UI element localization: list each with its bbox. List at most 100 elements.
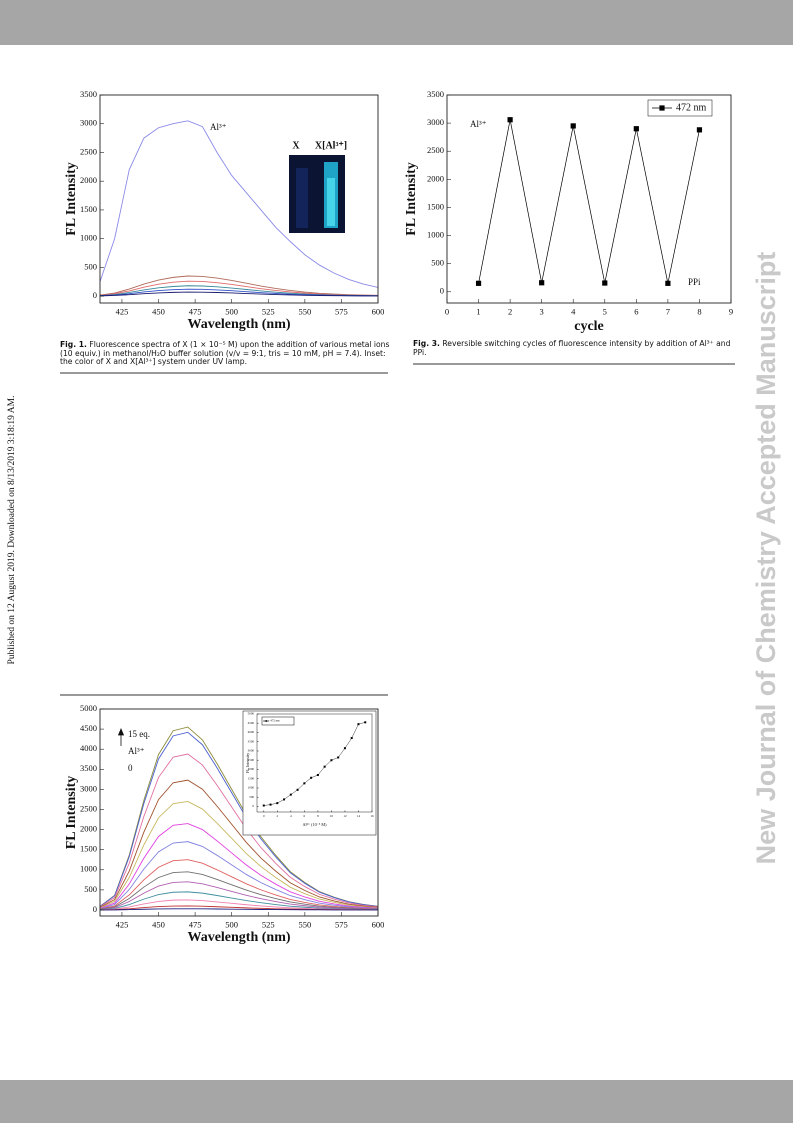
annotation: 15 eq.: [128, 729, 150, 739]
legend-marker: [659, 105, 665, 111]
inset-frame: [242, 710, 377, 836]
y-tick-label: 0: [93, 290, 97, 300]
y-tick-label: 5000: [80, 703, 97, 713]
y-tick-label: 500: [84, 884, 97, 894]
series-line: [99, 731, 379, 907]
inset-label: X: [292, 140, 300, 151]
x-tick-label: 10: [330, 814, 334, 818]
series-line: [99, 841, 379, 910]
x-tick-label: 9: [729, 306, 733, 316]
x-tick-label: 7: [666, 306, 670, 316]
series-line: [99, 891, 379, 911]
x-tick-label: 475: [189, 306, 202, 316]
y-tick-label: 4500: [80, 723, 97, 733]
caption-label: Fig. 3.: [413, 339, 440, 348]
y-tick-label: 4000: [248, 730, 255, 734]
marker: [633, 126, 639, 132]
y-tick-label: 2500: [80, 803, 97, 813]
legend-box: [647, 99, 713, 117]
caption-text: Reversible switching cycles of fluoresce…: [413, 339, 731, 357]
footer-bar: [0, 1080, 793, 1123]
chart: 0 500 1000 1500 2000 2500 3000 3500 425 450 475 500…: [64, 89, 384, 332]
legend-label: 472 nm: [270, 719, 280, 723]
series-line: [99, 779, 379, 908]
x-tick-label: 12: [343, 814, 347, 818]
marker: [276, 802, 279, 805]
y-tick-label: 3500: [80, 763, 97, 773]
series-line: [99, 908, 378, 911]
vial-left: [296, 168, 308, 228]
y-tick-label: 3000: [80, 118, 97, 128]
x-tick-label: 8: [317, 814, 319, 818]
x-tick-label: 600: [372, 306, 385, 316]
y-tick-label: 3500: [427, 89, 444, 99]
marker: [364, 721, 367, 724]
marker: [539, 280, 545, 286]
x-tick-label: 450: [152, 306, 165, 316]
x-tick-label: 550: [298, 306, 311, 316]
plot-frame: [99, 94, 379, 304]
series-line: [99, 859, 379, 910]
y-tick-label: 2500: [427, 145, 444, 155]
y-tick-label: 1500: [248, 776, 255, 780]
y-tick-label: 500: [431, 258, 444, 268]
annotation: PPi: [688, 277, 701, 287]
chart: 0500100015002000250030003500400045005000…: [64, 703, 384, 945]
y-tick-label: 5000: [248, 712, 255, 716]
y-tick-label: 1000: [248, 786, 255, 790]
y-tick-label: 0: [252, 804, 254, 808]
series-line: [263, 722, 366, 806]
caption: Fig. 3. Reversible switching cycles of f…: [413, 339, 735, 357]
y-tick-label: 4000: [80, 743, 97, 753]
inset-label: X[Al³⁺]: [315, 140, 347, 151]
x-tick-label: 450: [152, 919, 165, 929]
y-tick-label: 1000: [80, 864, 97, 874]
marker: [602, 280, 608, 286]
legend-marker: [265, 720, 267, 722]
y-tick-label: 1000: [427, 229, 444, 239]
marker: [262, 804, 265, 807]
marker: [357, 723, 360, 726]
marker: [507, 117, 513, 123]
x-axis-label: Wavelength (nm): [187, 930, 290, 945]
y-tick-label: 4500: [248, 721, 255, 725]
legend-label: 472 nm: [676, 102, 707, 113]
x-tick-label: 525: [262, 919, 275, 929]
series-line: [99, 280, 379, 296]
x-axis-label: Wavelength (nm): [187, 317, 290, 332]
series-line: [99, 871, 379, 910]
x-tick-label: 5: [603, 306, 607, 316]
marker: [475, 280, 482, 286]
y-tick-label: 2000: [80, 175, 97, 185]
y-tick-label: 2000: [248, 767, 255, 771]
x-tick-label: 525: [262, 306, 275, 316]
x-tick-label: 4: [571, 306, 576, 316]
annotation: Al³⁺: [210, 122, 227, 132]
marker: [696, 127, 703, 133]
marker: [330, 759, 333, 762]
series-line: [99, 899, 379, 911]
watermark: New Journal of Chemistry Accepted Manusc…: [751, 252, 781, 865]
x-tick-label: 8: [697, 306, 701, 316]
x-axis-label: Al³⁺ (10⁻⁵ M): [302, 822, 327, 827]
y-tick-label: 500: [249, 795, 254, 799]
x-tick-label: 4: [290, 814, 292, 818]
marker: [343, 747, 346, 750]
x-tick-label: 600: [372, 919, 385, 929]
y-tick-label: 3500: [248, 739, 255, 743]
marker: [665, 280, 671, 286]
annotation: 0: [128, 763, 133, 773]
side-note: Published on 12 August 2019. Downloaded …: [7, 396, 17, 665]
marker: [269, 803, 272, 806]
x-tick-label: 3: [540, 306, 544, 316]
y-tick-label: 2500: [248, 758, 255, 762]
arrow: [117, 727, 125, 746]
plot-frame: [99, 708, 379, 917]
annotation: Al³⁺: [128, 746, 145, 756]
annotation: Al³⁺: [470, 119, 487, 129]
y-tick-label: 1500: [80, 204, 97, 214]
caption-text: Fluorescence spectra of X (1 × 10⁻⁵ M) u…: [60, 340, 390, 367]
series-line: [99, 823, 379, 909]
marker: [289, 793, 292, 796]
